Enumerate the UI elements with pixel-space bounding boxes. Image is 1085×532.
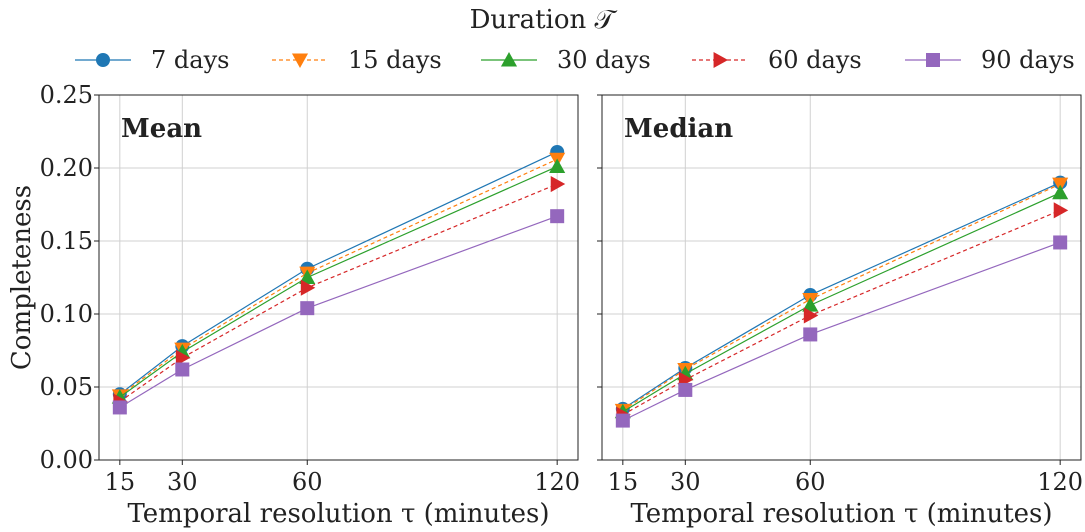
data-point — [802, 297, 819, 312]
legend-item-60-days: 60 days — [692, 46, 862, 74]
x-tick-label: 15 — [105, 468, 136, 496]
data-point — [550, 176, 566, 193]
series-90-days — [112, 209, 565, 415]
legend: Duration 𝒯 7 days 15 days 30 days 60 days 90… — [75, 5, 1075, 74]
legend-item-7-days: 7 days — [75, 46, 229, 74]
data-point — [615, 413, 630, 428]
legend-label: 30 days — [557, 46, 651, 74]
series-60-days — [113, 176, 566, 410]
legend-marker — [291, 53, 309, 69]
y-tick-label: 0.25 — [40, 81, 93, 109]
y-tick-label: 0.10 — [40, 300, 93, 328]
legend-item-90-days: 90 days — [905, 46, 1075, 74]
series-line — [622, 183, 1061, 411]
x-axis-label: Temporal resolution τ (minutes) — [127, 499, 549, 529]
data-point — [549, 158, 566, 173]
x-axis-label: Temporal resolution τ (minutes) — [630, 499, 1052, 529]
data-point — [112, 400, 127, 415]
y-tick-label: 0.00 — [40, 446, 93, 474]
x-tick-label: 120 — [534, 468, 580, 496]
series-line — [119, 165, 558, 398]
x-tick-label: 15 — [608, 468, 639, 496]
panel-median: 15 30 60 120 Temporal resolution τ (minutes)… — [597, 94, 1083, 529]
series-line — [622, 209, 1061, 416]
y-tick-label: 0.05 — [40, 373, 93, 401]
series-line — [119, 151, 558, 395]
y-tick-label: 0.20 — [40, 154, 93, 182]
x-tick-label: 30 — [167, 468, 198, 496]
legend-label: 90 days — [981, 46, 1075, 74]
series-line — [119, 183, 558, 403]
panel-title: Mean — [121, 114, 202, 144]
data-point — [300, 301, 315, 316]
y-axis-label: Completeness — [7, 185, 37, 370]
series-line — [622, 182, 1061, 410]
legend-marker — [713, 51, 729, 69]
data-point — [678, 382, 693, 397]
y-tick-label: 0.15 — [40, 227, 93, 255]
data-point — [803, 307, 819, 324]
x-tick-label: 60 — [795, 468, 826, 496]
plot-frame — [98, 94, 579, 461]
series-line — [622, 241, 1061, 422]
data-point — [550, 209, 565, 224]
legend-title: Duration 𝒯 — [470, 5, 618, 35]
legend-marker — [926, 53, 940, 67]
series-line — [622, 192, 1061, 413]
data-point — [1053, 202, 1069, 219]
legend-marker — [500, 51, 518, 67]
x-tick-label: 30 — [670, 468, 701, 496]
plot-frame — [601, 94, 1082, 461]
x-tick-label: 120 — [1037, 468, 1083, 496]
x-tick-label: 60 — [292, 468, 323, 496]
legend-label: 60 days — [768, 46, 862, 74]
legend-label: 15 days — [348, 46, 442, 74]
legend-label: 7 days — [151, 46, 229, 74]
data-point — [803, 327, 818, 342]
data-point — [299, 269, 316, 284]
data-point — [1052, 184, 1069, 200]
series-90-days — [615, 235, 1068, 428]
panel-title: Median — [624, 114, 733, 144]
data-point — [300, 279, 316, 296]
data-point — [175, 349, 191, 366]
legend-item-15-days: 15 days — [272, 46, 442, 74]
series-line — [119, 215, 558, 408]
data-point — [175, 362, 190, 377]
legend-item-30-days: 30 days — [481, 46, 651, 74]
data-point — [1053, 235, 1068, 250]
panel-mean: 0.00 0.05 0.10 0.15 0.20 0.25 15 30 60 120 Tempora… — [7, 81, 580, 529]
legend-marker — [96, 53, 110, 67]
